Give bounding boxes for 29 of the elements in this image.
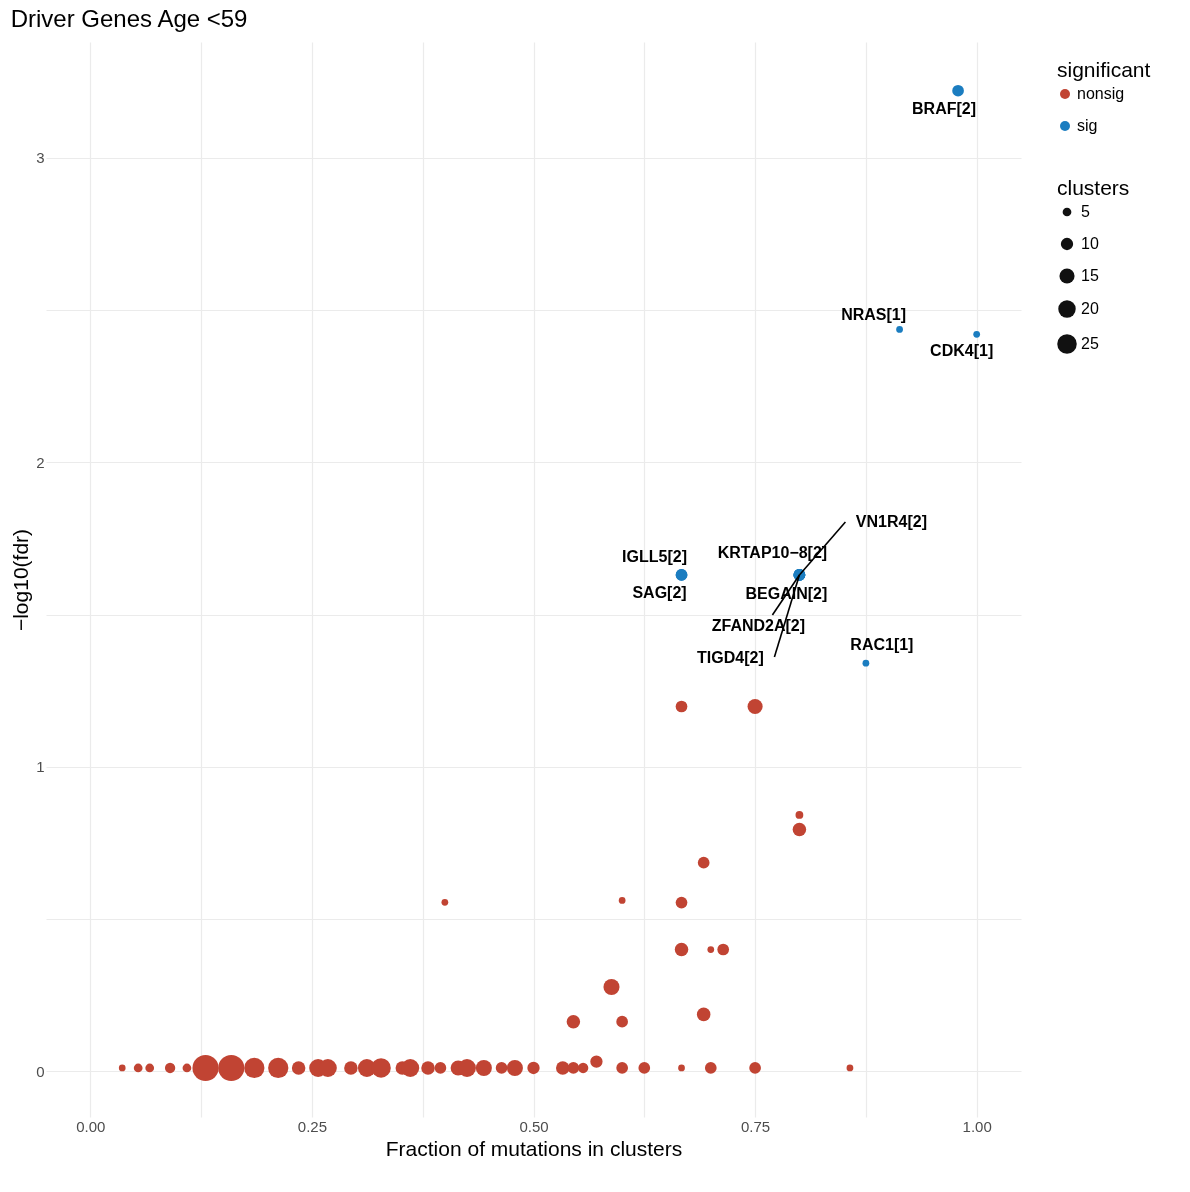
annotation: SAG[2] (632, 583, 687, 601)
legend-label: 20 (1081, 300, 1099, 317)
y-tick-label: 1 (36, 758, 45, 776)
legend-label: 25 (1081, 335, 1099, 352)
x-tick-label: 0.75 (740, 1117, 771, 1135)
annotation: VN1R4[2] (855, 512, 927, 530)
chart-title: Driver Genes Age <59 (10, 5, 248, 32)
x-axis-title: Fraction of mutations in clusters (385, 1136, 683, 1160)
y-axis-title: −log10(fdr) (9, 528, 33, 632)
legend-label: nonsig (1077, 85, 1125, 102)
x-tick-label: 1.00 (962, 1117, 992, 1135)
y-tick-label: 0 (36, 1062, 45, 1080)
x-tick-label: 0.25 (297, 1117, 328, 1135)
annotation: TIGD4[2] (697, 648, 764, 666)
y-tick-label: 3 (36, 149, 45, 167)
legend-label: 10 (1081, 235, 1099, 252)
annotation: IGLL5[2] (622, 547, 687, 565)
text: clusters (1057, 176, 1130, 199)
legend-label: 5 (1081, 203, 1090, 220)
annotation: NRAS[1] (841, 306, 907, 324)
annotation: RAC1[1] (850, 636, 914, 654)
x-tick-label: 0.50 (519, 1117, 549, 1135)
annotation: BRAF[2] (912, 99, 977, 117)
legend-label: sig (1077, 117, 1098, 134)
legend-title: significant (1057, 58, 1151, 81)
x-tick-label: 0.00 (76, 1117, 106, 1135)
y-tick-label: 2 (36, 453, 45, 471)
legend-label: 15 (1081, 267, 1099, 284)
annotation: CDK4[1] (930, 342, 994, 360)
